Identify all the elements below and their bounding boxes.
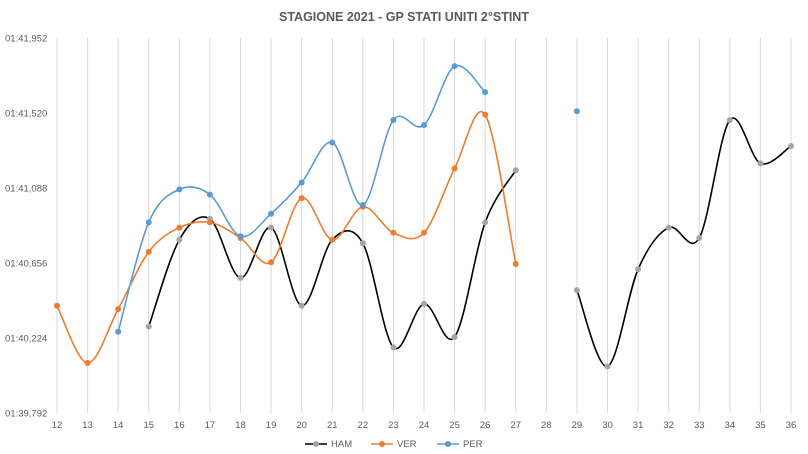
data-point-per	[421, 122, 427, 129]
data-point-per	[206, 191, 213, 198]
data-point-ver	[115, 306, 122, 313]
chart-title: STAGIONE 2021 - GP STATI UNITI 2°STINT	[279, 10, 529, 24]
x-tick-label: 32	[663, 420, 674, 431]
grid-layer	[56, 38, 792, 413]
data-point-ham	[604, 363, 611, 370]
data-point-ver	[176, 224, 183, 231]
x-tick-label: 30	[602, 420, 613, 431]
x-tick-label: 36	[786, 420, 797, 431]
data-point-per	[573, 108, 580, 115]
data-point-ver	[482, 111, 489, 118]
y-tick-label: 01:40,224	[5, 334, 47, 345]
data-point-ham	[298, 302, 305, 309]
data-point-per	[115, 328, 122, 335]
legend-label-per: PER	[463, 439, 483, 450]
data-point-ham	[176, 236, 183, 243]
data-point-ham	[757, 160, 764, 167]
data-point-per	[268, 210, 275, 217]
data-point-per	[237, 233, 244, 240]
data-point-ham	[451, 333, 458, 340]
legend: HAM VER PER	[305, 439, 483, 450]
x-tick-label: 33	[694, 420, 705, 431]
data-point-ham	[421, 300, 427, 307]
data-point-ver	[329, 236, 336, 243]
data-point-ver	[268, 259, 275, 266]
x-tick-label: 31	[633, 420, 644, 431]
x-tick-label: 14	[113, 420, 124, 431]
x-tick-label: 28	[541, 420, 552, 431]
x-tick-label: 21	[327, 420, 338, 431]
x-tick-label: 29	[572, 420, 583, 431]
x-tick-label: 16	[174, 420, 185, 431]
y-tick-label: 01:41,520	[5, 109, 47, 120]
data-point-per	[482, 89, 489, 96]
data-point-ham	[696, 235, 703, 241]
axis-layer: 12 13 14 15 16 17 18 19 20 21 22 23 24 25 26 27 28 29 30 31…	[5, 34, 796, 432]
data-point-ver	[298, 195, 305, 202]
data-point-per	[329, 139, 336, 146]
data-point-per	[176, 186, 183, 193]
data-point-ham	[359, 240, 366, 247]
x-tick-label: 20	[296, 420, 307, 431]
data-point-ver	[206, 219, 213, 226]
x-tick-label: 15	[143, 420, 154, 431]
data-point-ham	[268, 224, 275, 231]
x-tick-label: 26	[480, 420, 491, 431]
data-point-ham	[237, 274, 244, 281]
series-layer	[54, 63, 794, 370]
legend-marker-ver	[379, 441, 385, 447]
data-point-ham	[665, 224, 672, 231]
x-tick-label: 12	[52, 420, 63, 431]
x-tick-label: 34	[725, 420, 736, 431]
data-point-ham	[512, 167, 519, 174]
legend-label-ham: HAM	[331, 439, 352, 450]
data-point-per	[451, 63, 458, 70]
data-point-ver	[421, 229, 427, 236]
x-tick-label: 35	[755, 420, 766, 431]
data-point-ver	[390, 229, 397, 236]
data-point-ver	[84, 360, 91, 366]
data-point-ver	[54, 302, 60, 309]
data-point-ham	[390, 344, 397, 351]
x-tick-label: 27	[510, 420, 521, 431]
series-line-ver	[56, 111, 517, 364]
data-point-ham	[482, 219, 489, 226]
y-tick-label: 01:41,952	[5, 34, 47, 45]
data-point-ver	[145, 248, 152, 255]
x-tick-label: 24	[419, 420, 430, 431]
data-point-ham	[788, 142, 794, 149]
data-point-ver	[512, 261, 519, 268]
x-tick-label: 17	[205, 420, 216, 431]
x-tick-label: 18	[235, 420, 246, 431]
legend-marker-per	[445, 441, 451, 447]
data-point-ham	[726, 116, 733, 123]
series-line-ham	[576, 117, 792, 368]
data-point-per	[145, 219, 152, 226]
x-tick-label: 19	[266, 420, 277, 431]
data-point-ver	[451, 165, 458, 172]
x-tick-label: 25	[449, 420, 460, 431]
y-tick-label: 01:41,088	[5, 184, 47, 195]
x-tick-label: 22	[358, 420, 369, 431]
legend-label-ver: VER	[397, 439, 417, 450]
data-point-ham	[573, 287, 580, 294]
data-point-ham	[635, 266, 642, 273]
data-point-ham	[145, 323, 152, 330]
data-point-per	[359, 202, 366, 209]
y-tick-label: 01:39,792	[5, 409, 47, 420]
y-tick-label: 01:40,656	[5, 259, 47, 270]
data-point-per	[298, 179, 305, 186]
data-point-per	[390, 116, 397, 123]
x-tick-label: 13	[82, 420, 93, 431]
x-tick-label: 23	[388, 420, 399, 431]
legend-marker-ham	[313, 441, 319, 447]
